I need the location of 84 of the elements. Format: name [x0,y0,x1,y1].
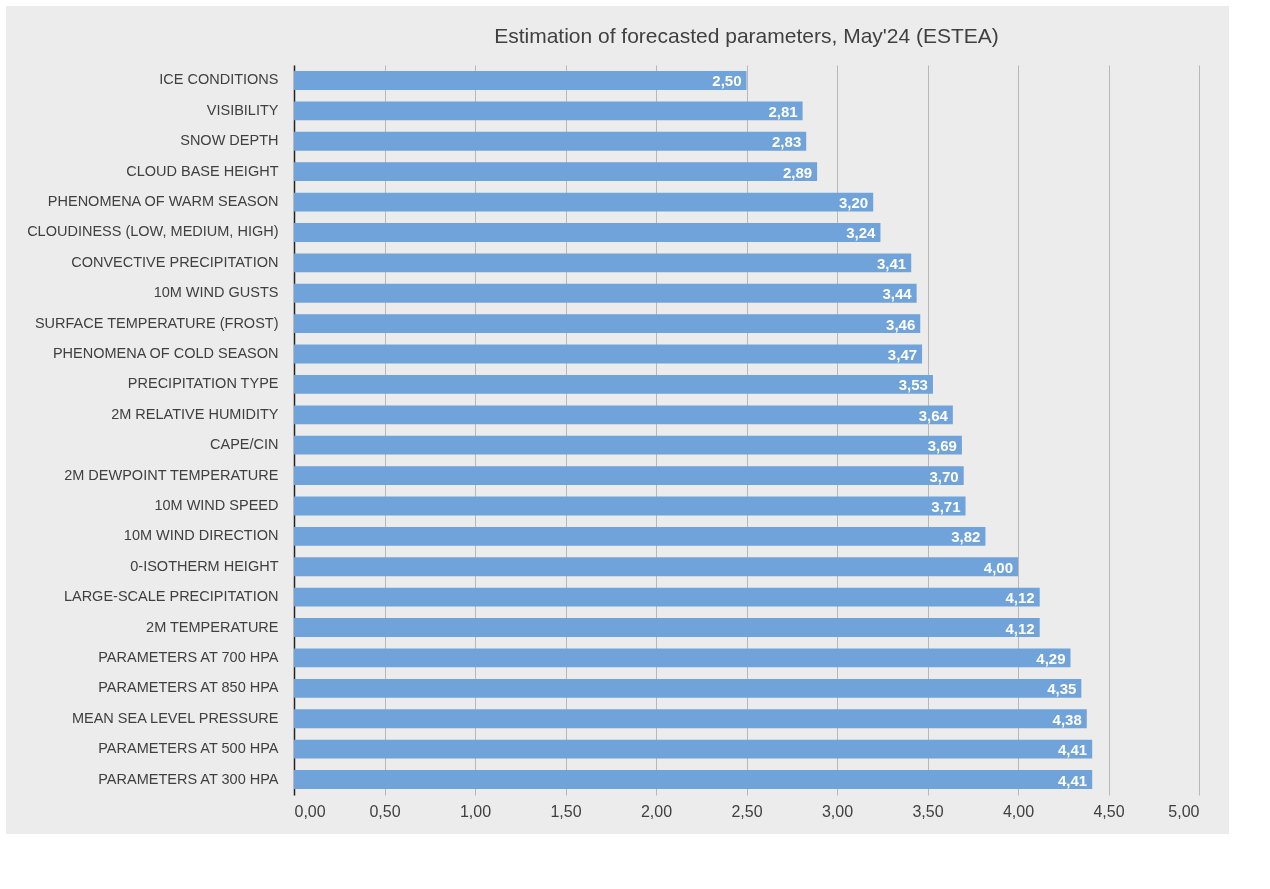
y-tick-label: 10M WIND GUSTS [153,284,279,301]
y-tick-label: PARAMETERS AT 300 HPA [98,770,279,787]
data-label: 4,00 [983,558,1013,576]
x-tick-label: 1,50 [550,802,582,820]
y-tick-label: PRECIPITATION TYPE [127,375,279,392]
y-tick-label: 0-ISOTHERM HEIGHT [130,557,279,574]
y-tick-label: MEAN SEA LEVEL PRESSURE [71,709,279,726]
y-tick-label: ICE CONDITIONS [159,71,279,88]
x-tick-label: 2,00 [640,802,673,820]
data-label: 3,69 [927,437,957,455]
bar [294,739,1093,759]
y-tick-label: VISIBILITY [206,101,279,118]
x-tick-label: 1,00 [459,802,492,820]
x-tick-label: 4,50 [1093,802,1125,820]
bar [294,71,747,90]
data-label: 3,24 [846,224,877,242]
data-label: 3,53 [898,376,928,394]
data-label: 4,35 [1047,680,1077,698]
data-label: 3,82 [951,528,981,546]
data-label: 2,89 [782,163,813,181]
data-label: 3,71 [931,497,961,515]
bar [294,101,803,121]
data-label: 3,46 [886,315,916,333]
bar [294,344,923,364]
data-label: 3,64 [918,406,949,424]
bar [294,587,1040,607]
bar [294,314,921,334]
bar [294,283,917,303]
bar [294,374,933,394]
data-label: 3,70 [929,467,959,485]
bar [294,557,1018,577]
bar [294,435,962,455]
y-tick-label: PARAMETERS AT 850 HPA [98,679,279,696]
y-tick-label: 2M RELATIVE HUMIDITY [111,405,279,422]
data-label: 2,83 [772,133,802,151]
y-tick-label: PARAMETERS AT 500 HPA [98,740,279,757]
data-label: 2,81 [768,102,798,120]
y-tick-label: SNOW DEPTH [180,132,279,149]
y-tick-label: CLOUD BASE HEIGHT [126,162,279,179]
y-tick-label: LARGE-SCALE PRECIPITATION [63,588,279,605]
y-tick-label: CONVECTIVE PRECIPITATION [71,253,279,270]
chart-title: Estimation of forecasted parameters, May'24 (ESTEA) [494,24,999,47]
y-tick-label: 10M WIND DIRECTION [123,527,279,544]
bar [294,648,1071,668]
y-tick-label: 2M DEWPOINT TEMPERATURE [64,466,279,483]
data-label: 3,47 [887,346,918,364]
data-label: 3,44 [882,285,913,303]
x-tick-label: 4,00 [1002,802,1035,820]
data-label: 4,29 [1036,649,1066,667]
bar [294,678,1082,698]
bar [294,253,912,273]
bar [294,192,874,212]
x-tick-label: 0,50 [369,802,401,820]
data-label: 4,12 [1005,589,1035,607]
y-tick-label: PHENOMENA OF COLD SEASON [52,345,279,362]
x-tick-label: 0,00 [294,802,326,820]
data-label: 4,41 [1058,741,1088,759]
y-tick-label: CLOUDINESS (LOW, MEDIUM, HIGH) [27,223,279,240]
data-label: 2,50 [712,72,742,90]
bar [294,709,1087,729]
bar [294,223,881,242]
bar [294,466,964,486]
bar [294,770,1093,789]
data-label: 4,12 [1005,619,1035,637]
y-tick-label: PHENOMENA OF WARM SEASON [47,193,279,210]
y-tick-label: 2M TEMPERATURE [146,618,279,635]
bar [294,405,953,425]
y-tick-label: CAPE/CIN [210,436,279,453]
data-label: 3,41 [877,254,907,272]
bar [294,131,807,151]
y-tick-label: SURFACE TEMPERATURE (FROST) [34,314,279,331]
x-tick-label: 3,50 [912,802,944,820]
y-tick-label: 10M WIND SPEED [154,496,279,513]
data-label: 4,38 [1052,710,1082,728]
bar [294,618,1040,637]
y-tick-label: PARAMETERS AT 700 HPA [98,648,279,665]
bar [294,526,986,546]
x-tick-label: 5,00 [1168,802,1200,820]
bar [294,496,966,516]
data-label: 3,20 [839,194,869,212]
bar [294,162,818,182]
x-tick-label: 3,00 [821,802,854,820]
data-label: 4,41 [1058,771,1088,789]
x-tick-label: 2,50 [731,802,763,820]
